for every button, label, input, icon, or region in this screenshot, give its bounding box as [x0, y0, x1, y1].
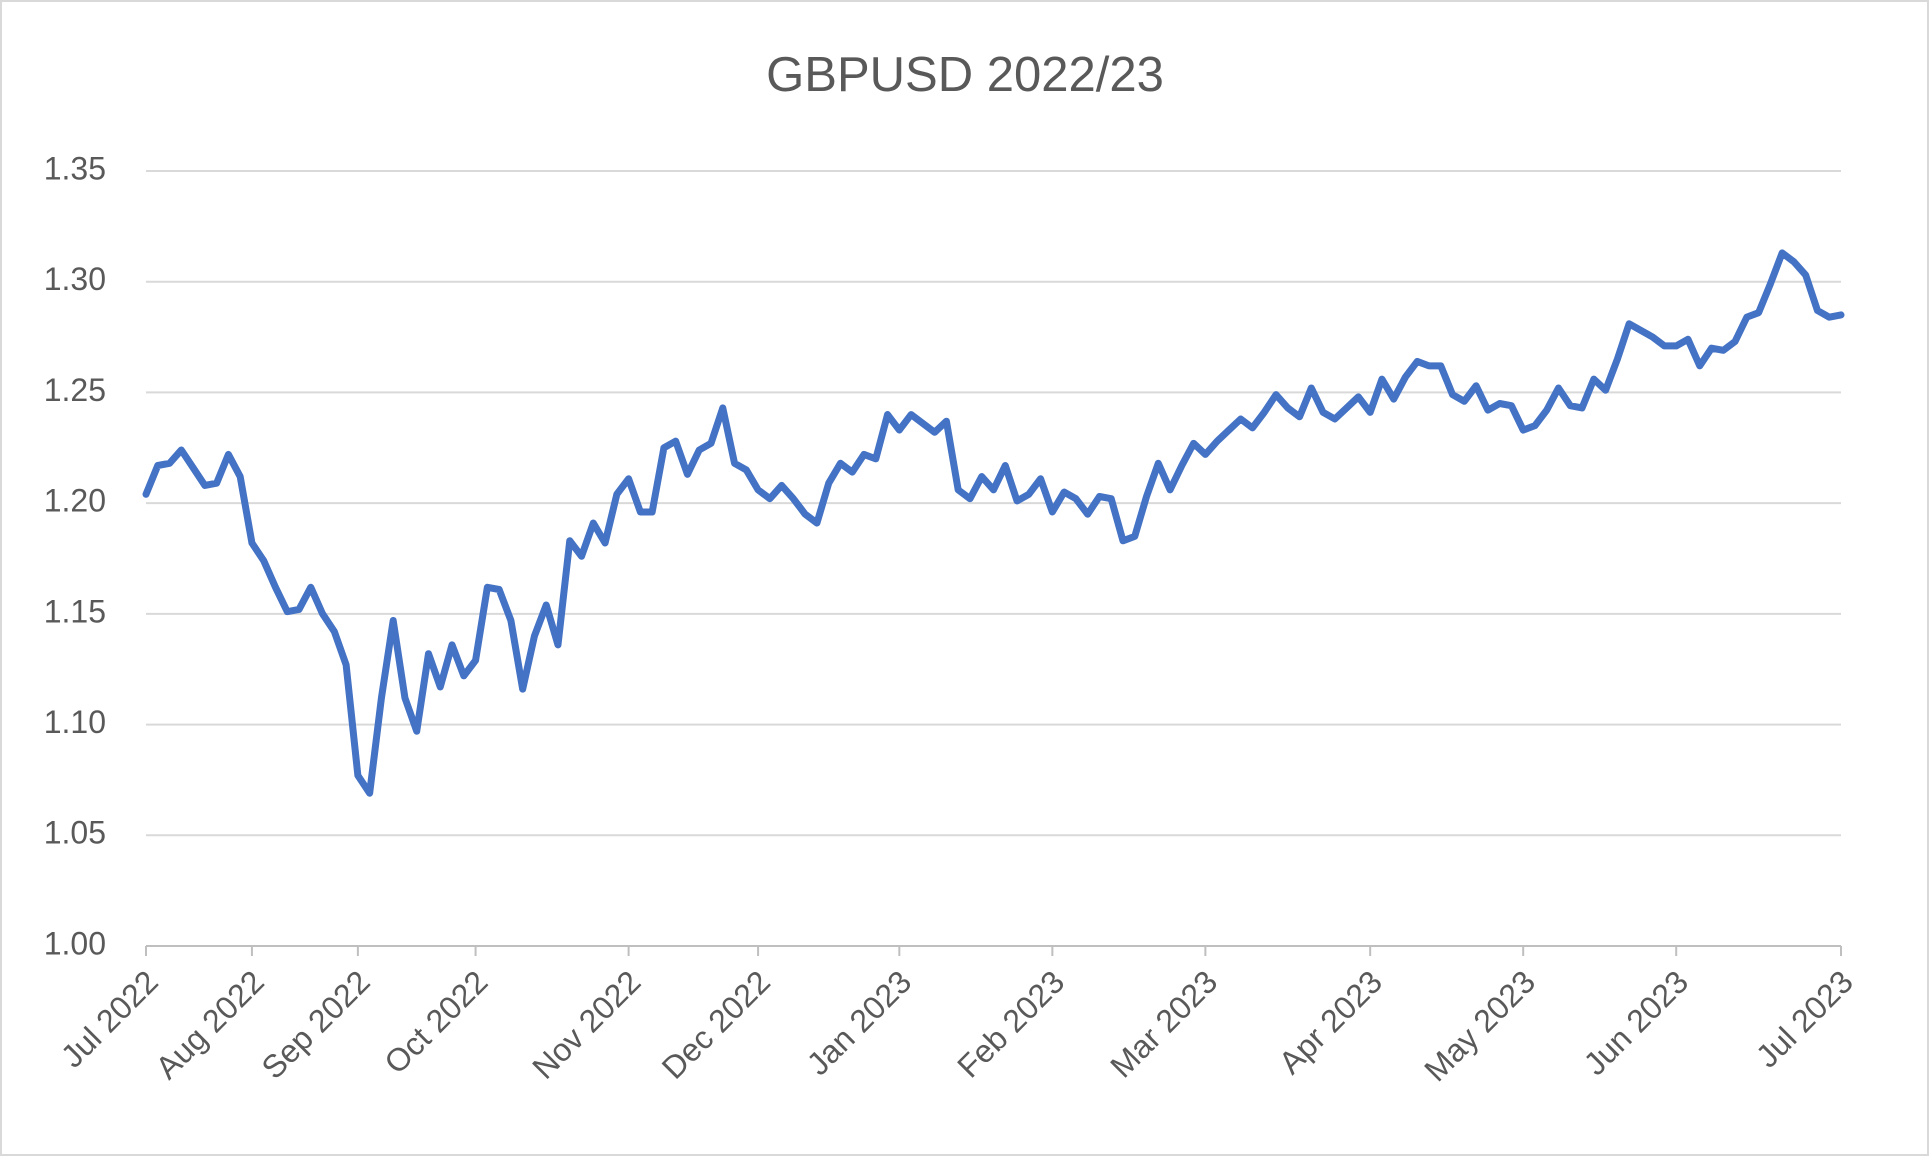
y-tick-label: 1.35	[44, 150, 106, 186]
y-tick-label: 1.00	[44, 925, 106, 961]
y-tick-label: 1.15	[44, 593, 106, 629]
y-tick-label: 1.30	[44, 261, 106, 297]
chart-title: GBPUSD 2022/23	[766, 48, 1164, 102]
y-tick-label: 1.05	[44, 815, 106, 851]
y-tick-label: 1.25	[44, 372, 106, 408]
y-tick-label: 1.10	[44, 704, 106, 740]
price-line	[142, 249, 1845, 797]
y-tick-label: 1.20	[44, 483, 106, 519]
